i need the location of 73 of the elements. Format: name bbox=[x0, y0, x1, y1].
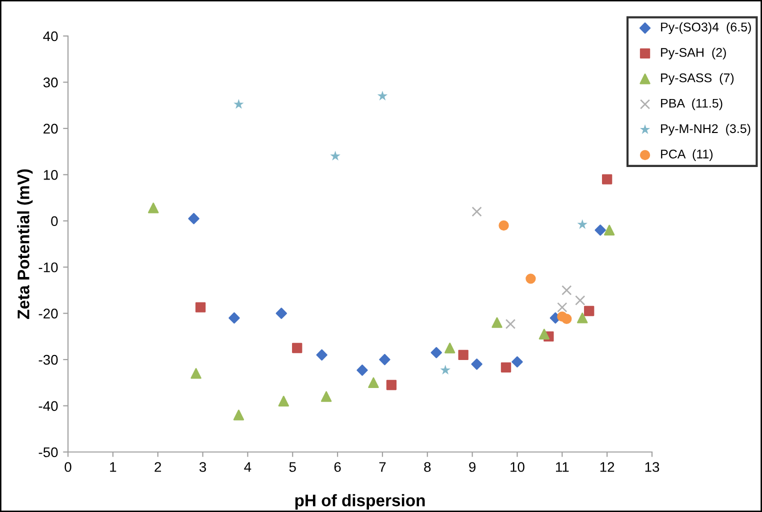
x-tick-label: 1 bbox=[110, 462, 116, 472]
point bbox=[526, 274, 536, 284]
point bbox=[604, 224, 615, 236]
point bbox=[505, 318, 516, 330]
point bbox=[276, 308, 287, 319]
x-tick-label: 5 bbox=[289, 462, 296, 472]
point bbox=[538, 328, 550, 340]
x-tick-label: 6 bbox=[334, 462, 341, 472]
point bbox=[458, 350, 468, 360]
point bbox=[440, 364, 450, 375]
point bbox=[500, 362, 512, 372]
x-tick-label: 9 bbox=[469, 462, 476, 472]
point bbox=[377, 90, 388, 100]
point bbox=[190, 368, 202, 379]
point bbox=[195, 302, 206, 312]
point bbox=[575, 295, 586, 306]
x-tick-label: 4 bbox=[244, 462, 252, 472]
point bbox=[492, 317, 502, 328]
point bbox=[430, 347, 442, 358]
y-tick-label: 30 bbox=[43, 78, 58, 88]
point bbox=[562, 285, 572, 296]
y-tick-label: -40 bbox=[38, 401, 58, 411]
x-tick-label: 7 bbox=[379, 462, 386, 472]
legend-label: PCA (11) bbox=[661, 149, 713, 161]
y-tick-label: -50 bbox=[38, 447, 58, 458]
point bbox=[292, 342, 302, 354]
point bbox=[278, 396, 289, 407]
point bbox=[148, 202, 159, 214]
point bbox=[234, 99, 244, 109]
point bbox=[594, 224, 606, 236]
y-tick-label: 0 bbox=[51, 216, 58, 226]
point bbox=[602, 174, 612, 184]
legend-label: PBA (11.5) bbox=[661, 98, 722, 110]
x-tick-label: 0 bbox=[64, 462, 72, 472]
point bbox=[472, 206, 482, 217]
point bbox=[379, 354, 390, 366]
point bbox=[320, 391, 332, 402]
point bbox=[577, 219, 588, 229]
point bbox=[557, 302, 568, 312]
y-tick-label: 40 bbox=[43, 31, 58, 42]
y-tick-label: -10 bbox=[38, 262, 58, 272]
legend-label: Py-SASS (7) bbox=[661, 73, 734, 85]
point bbox=[188, 212, 200, 224]
x-tick-label: 13 bbox=[645, 462, 660, 472]
point bbox=[386, 380, 397, 390]
legend-label: Py-SAH (2) bbox=[661, 48, 726, 60]
point bbox=[512, 356, 523, 368]
legend-label: Py-(SO3)4 (6.5) bbox=[661, 22, 751, 34]
point bbox=[444, 342, 456, 354]
point bbox=[577, 312, 588, 324]
point bbox=[233, 410, 244, 420]
x-tick-label: 2 bbox=[154, 462, 162, 472]
legend-label: Py-M-NH2 (3.5) bbox=[661, 124, 750, 136]
x-tick-label: 12 bbox=[600, 462, 614, 472]
y-tick-label: 10 bbox=[44, 170, 58, 180]
y-tick-label: -30 bbox=[38, 354, 58, 365]
point bbox=[316, 349, 328, 361]
y-axis-title: Zeta Potential (mV) bbox=[17, 169, 33, 319]
x-tick-label: 10 bbox=[510, 462, 524, 472]
point bbox=[368, 377, 379, 388]
point bbox=[330, 150, 340, 161]
y-tick-label: -20 bbox=[38, 308, 58, 319]
x-axis-title: pH of dispersion bbox=[295, 494, 425, 510]
point bbox=[562, 314, 572, 324]
x-tick-label: 11 bbox=[556, 462, 569, 472]
x-tick-label: 3 bbox=[199, 462, 206, 472]
point bbox=[356, 364, 368, 376]
y-tick-label: 20 bbox=[44, 124, 58, 134]
point bbox=[471, 358, 482, 370]
x-tick-label: 8 bbox=[424, 462, 431, 472]
point bbox=[498, 220, 509, 231]
point bbox=[584, 306, 594, 316]
point bbox=[228, 312, 240, 324]
